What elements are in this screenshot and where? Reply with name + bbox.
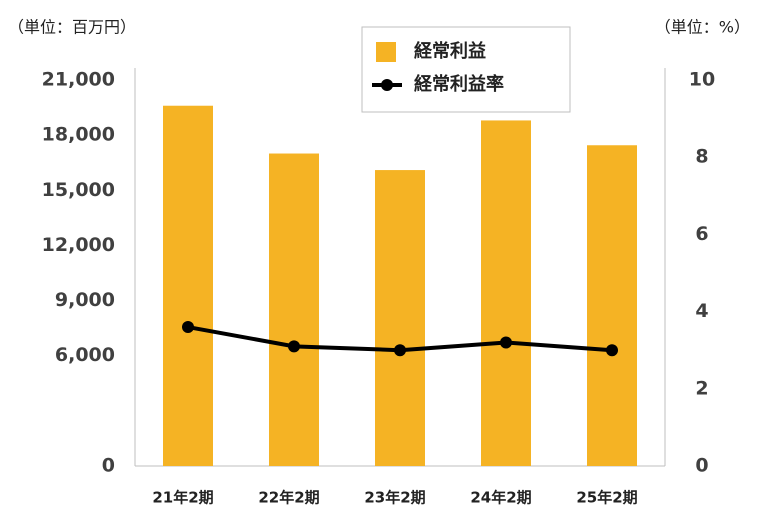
y-tick-label: 18,000	[42, 124, 115, 146]
y2-tick-label: 8	[695, 146, 708, 168]
line-point	[182, 321, 194, 334]
x-tick-label: 21年2期	[152, 489, 213, 507]
line-point	[394, 344, 406, 357]
bar	[163, 105, 213, 466]
y2-tick-label: 4	[695, 300, 708, 322]
legend-box	[361, 26, 571, 113]
x-tick-label: 23年2期	[364, 489, 425, 507]
x-tick-label: 25年2期	[576, 489, 637, 507]
bar	[481, 120, 531, 466]
y2-tick-label: 10	[689, 69, 715, 91]
y-tick-label: 12,000	[42, 234, 115, 256]
bar	[375, 170, 425, 467]
bar	[587, 145, 637, 466]
y-tick-label: 21,000	[42, 69, 115, 91]
line-point	[500, 336, 512, 349]
bar	[269, 153, 319, 466]
y2-tick-label: 0	[695, 455, 708, 477]
y-tick-label: 6,000	[55, 344, 115, 366]
y-tick-label: 15,000	[42, 179, 115, 201]
legend-label: 経常利益率	[414, 73, 504, 95]
y2-tick-label: 6	[695, 223, 708, 245]
y-tick-label: 0	[102, 455, 115, 477]
y-unit-label: （単位：百万円）	[8, 18, 136, 37]
x-tick-label: 22年2期	[258, 489, 319, 507]
x-tick-label: 24年2期	[470, 489, 531, 507]
legend-swatch-point	[381, 79, 393, 91]
legend-label: 経常利益	[414, 40, 486, 62]
y-tick-label: 9,000	[55, 289, 115, 311]
y2-tick-label: 2	[695, 377, 708, 399]
y2-unit-label: （単位：%）	[655, 18, 750, 37]
line-point	[288, 340, 300, 353]
legend-swatch	[376, 42, 396, 62]
line-point	[606, 344, 618, 357]
